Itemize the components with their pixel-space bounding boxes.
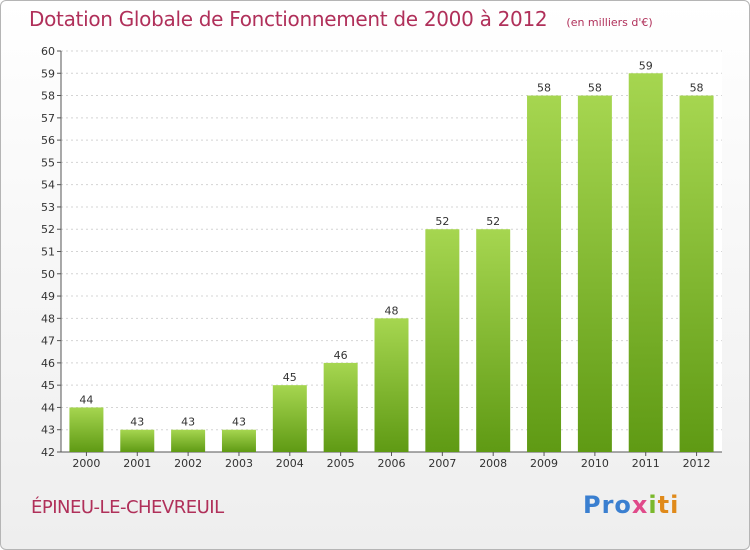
y-tick-label: 45 — [41, 379, 55, 392]
y-tick-label: 51 — [41, 246, 55, 259]
y-tick-label: 42 — [41, 446, 55, 459]
bar — [120, 429, 155, 452]
data-label: 43 — [130, 416, 144, 429]
y-tick-label: 50 — [41, 268, 55, 281]
bar — [628, 73, 663, 453]
commune-name: ÉPINEU-LE-CHEVREUIL — [31, 497, 224, 518]
chart-subtitle: (en milliers d'€) — [566, 16, 653, 29]
y-tick-label: 57 — [41, 112, 55, 125]
bar — [374, 318, 409, 452]
data-label: 58 — [588, 82, 602, 95]
y-tick-label: 56 — [41, 134, 55, 147]
y-tick-label: 60 — [41, 45, 55, 58]
bar — [527, 95, 562, 453]
x-tick-label: 2000 — [72, 457, 100, 470]
x-tick-label: 2006 — [378, 457, 406, 470]
y-tick-label: 52 — [41, 223, 55, 236]
proxiti-logo: Proxiti — [583, 491, 679, 519]
y-tick-label: 55 — [41, 156, 55, 169]
x-tick-label: 2007 — [428, 457, 456, 470]
y-tick-label: 49 — [41, 290, 55, 303]
data-label: 59 — [639, 59, 653, 72]
y-tick-label: 59 — [41, 67, 55, 80]
bar — [425, 229, 460, 452]
title-row: Dotation Globale de Fonctionnement de 20… — [29, 7, 653, 31]
y-tick-label: 43 — [41, 424, 55, 437]
data-label: 48 — [385, 304, 399, 317]
y-tick-label: 46 — [41, 357, 55, 370]
bar — [577, 95, 612, 453]
data-label: 43 — [181, 416, 195, 429]
x-tick-label: 2009 — [530, 457, 558, 470]
x-tick-label: 2008 — [479, 457, 507, 470]
data-label: 52 — [486, 215, 500, 228]
x-tick-label: 2012 — [683, 457, 711, 470]
data-label: 44 — [79, 393, 93, 406]
logo-part-2: x — [631, 491, 649, 519]
data-label: 58 — [537, 82, 551, 95]
data-label: 46 — [334, 349, 348, 362]
bar — [323, 362, 358, 452]
y-tick-label: 44 — [41, 401, 55, 414]
y-tick-label: 53 — [41, 201, 55, 214]
data-label: 52 — [435, 215, 449, 228]
y-tick-label: 54 — [41, 179, 55, 192]
chart-title: Dotation Globale de Fonctionnement de 20… — [29, 7, 548, 31]
bar — [221, 429, 256, 452]
x-tick-label: 2010 — [581, 457, 609, 470]
x-tick-label: 2011 — [632, 457, 660, 470]
data-label: 58 — [690, 82, 704, 95]
x-tick-label: 2001 — [123, 457, 151, 470]
x-tick-label: 2005 — [327, 457, 355, 470]
bar — [69, 407, 104, 452]
logo-part-1: Pro — [583, 491, 632, 519]
y-tick-label: 48 — [41, 312, 55, 325]
data-label: 43 — [232, 416, 246, 429]
logo-part-3: i — [648, 491, 658, 519]
bar — [171, 429, 206, 452]
y-tick-label: 58 — [41, 90, 55, 103]
x-tick-label: 2004 — [276, 457, 304, 470]
x-tick-label: 2002 — [174, 457, 202, 470]
bar — [476, 229, 511, 452]
logo-part-4: ti — [657, 491, 680, 519]
bar — [679, 95, 714, 453]
y-tick-label: 47 — [41, 335, 55, 348]
data-label: 45 — [283, 371, 297, 384]
bar — [272, 385, 307, 452]
x-tick-label: 2003 — [225, 457, 253, 470]
